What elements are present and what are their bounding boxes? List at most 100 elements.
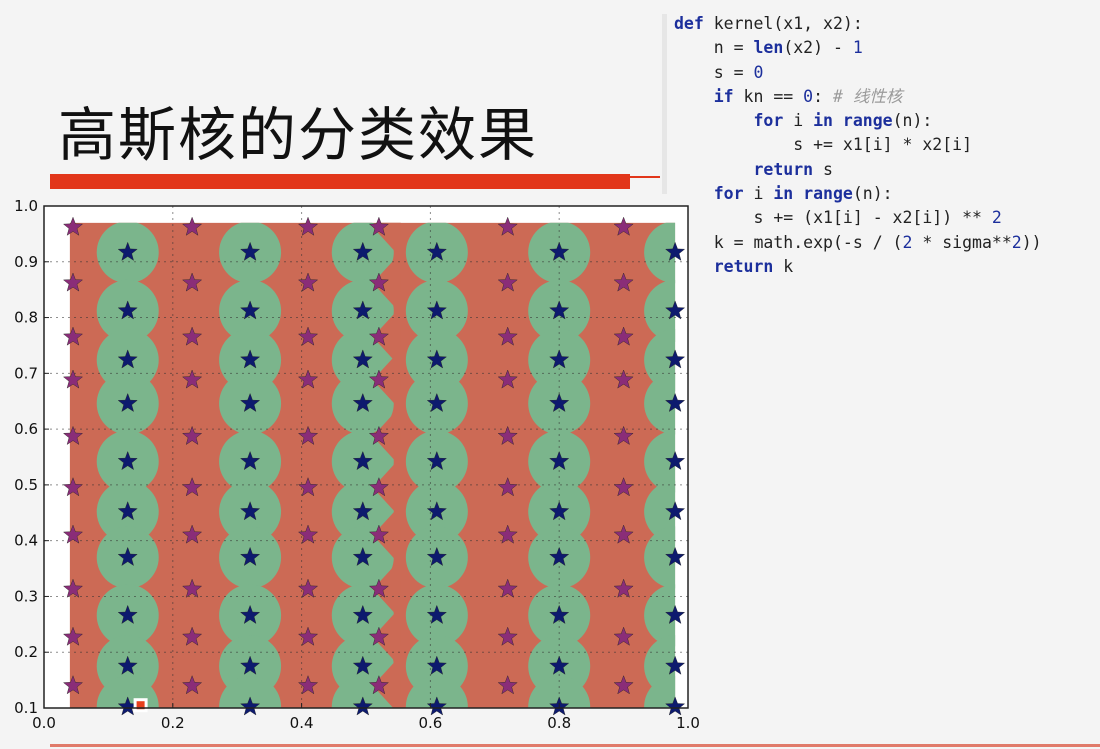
- code-token: 2: [991, 208, 1002, 228]
- y-tick-label: 0.2: [14, 643, 38, 661]
- star-marker-class-b: [368, 272, 389, 292]
- star-marker-class-a: [117, 349, 138, 369]
- star-marker-class-a: [240, 300, 261, 320]
- star-marker-class-b: [613, 578, 634, 598]
- star-marker-class-a: [117, 450, 138, 471]
- star-marker-class-a: [117, 241, 138, 261]
- y-tick-label: 1.0: [14, 197, 38, 215]
- region-notch: [372, 258, 401, 307]
- star-marker-class-a: [665, 241, 686, 261]
- region-clip-group: [69, 222, 676, 708]
- star-marker-class-b: [497, 369, 518, 389]
- star-marker-class-b: [182, 425, 203, 445]
- code-token: k = math.exp(-s / (: [713, 232, 903, 252]
- star-marker-class-a: [117, 546, 138, 566]
- x-tick-label: 0.6: [418, 714, 442, 732]
- star-marker-class-b: [368, 524, 389, 544]
- y-tick-label: 0.1: [14, 699, 38, 717]
- code-token: i: [743, 184, 774, 204]
- star-marker-class-a: [426, 604, 447, 624]
- code-token: def: [674, 14, 704, 33]
- star-marker-class-a: [352, 546, 373, 566]
- code-token: kernel(x1, x2):: [703, 14, 863, 33]
- star-marker-class-a: [352, 696, 373, 716]
- star-marker-class-a: [240, 241, 261, 261]
- star-marker-class-a: [352, 300, 373, 320]
- region-notch: [372, 613, 401, 662]
- axis-ticks: 0.0 0.2 0.4 0.6 0.8 1.0 0.1 0.2 0.3 0.4 0.5 0.6 0.7 0…: [14, 197, 700, 732]
- code-token: 1: [852, 38, 863, 58]
- code-gutter: [662, 14, 667, 194]
- star-marker-class-a: [117, 300, 138, 320]
- star-marker-class-b: [368, 326, 389, 346]
- star-marker-class-a: [665, 450, 686, 471]
- star-marker-class-a: [549, 604, 570, 624]
- y-tick-label: 0.8: [14, 309, 38, 327]
- circle-region: [219, 675, 282, 708]
- code-token: [833, 111, 843, 130]
- star-marker-class-b: [613, 477, 634, 497]
- star-marker-class-b: [497, 626, 518, 646]
- star-marker-class-b: [368, 216, 389, 236]
- code-line: s = 0: [674, 61, 1042, 85]
- star-marker-class-a: [426, 349, 447, 369]
- star-marker-class-b: [613, 326, 634, 346]
- star-marker-class-a: [240, 546, 261, 566]
- y-tick-label: 0.6: [14, 420, 38, 438]
- code-token: i: [783, 111, 814, 131]
- star-marker-class-b: [497, 524, 518, 544]
- circle-region: [644, 430, 676, 493]
- star-marker-class-b: [62, 675, 84, 695]
- region-notch: [372, 412, 401, 461]
- code-token: return: [753, 159, 814, 179]
- star-marker-class-b: [497, 216, 518, 236]
- region-notch: [372, 463, 401, 512]
- circle-region: [644, 480, 676, 543]
- star-marker-class-b: [62, 578, 84, 598]
- star-marker-class-b: [613, 369, 634, 389]
- star-marker-class-b: [368, 578, 389, 598]
- star-marker-class-a: [117, 655, 138, 675]
- code-token: s =: [713, 62, 754, 82]
- code-token: return: [713, 256, 774, 276]
- code-token: 2: [902, 232, 913, 252]
- circle-region: [644, 279, 676, 342]
- star-marker-class-b: [497, 272, 518, 292]
- circle-region: [644, 584, 676, 647]
- star-marker-class-a: [426, 655, 447, 675]
- code-token: in: [773, 184, 794, 204]
- star-marker-class-a: [240, 696, 261, 716]
- star-marker-class-b: [62, 477, 84, 497]
- slide-title: 高斯核的分类效果: [58, 101, 539, 169]
- star-marker-class-b: [297, 477, 319, 497]
- star-marker-class-a: [549, 501, 570, 521]
- star-marker-class-a: [352, 604, 373, 624]
- code-line: if kn == 0: # 线性核: [674, 85, 1042, 109]
- star-marker-class-b: [62, 524, 84, 544]
- star-marker-class-a: [426, 241, 447, 261]
- code-token: )): [1021, 232, 1042, 252]
- code-line: s += x1[i] * x2[i]: [674, 133, 1042, 157]
- code-token: kn ==: [733, 86, 804, 106]
- star-marker-class-b: [497, 477, 518, 497]
- star-marker-class-b: [613, 675, 634, 695]
- star-marker-class-a: [549, 655, 570, 675]
- star-marker-class-a: [549, 546, 570, 566]
- star-marker-class-a: [240, 655, 261, 675]
- x-tick-label: 0.4: [290, 714, 314, 732]
- code-line: s += (x1[i] - x2[i]) ** 2: [674, 206, 1042, 230]
- star-marker-class-b: [62, 216, 84, 236]
- star-marker-class-b: [497, 675, 518, 695]
- star-marker-class-b: [297, 524, 319, 544]
- star-marker-class-b: [368, 675, 389, 695]
- star-marker-class-b: [368, 477, 389, 497]
- plot-frame: [43, 205, 689, 709]
- star-marker-class-b: [297, 326, 319, 346]
- star-marker-class-a: [426, 392, 447, 412]
- code-token: range: [842, 111, 893, 131]
- code-token: 0: [803, 86, 814, 106]
- code-token: :: [813, 86, 833, 106]
- x-tick-label: 0.8: [547, 714, 571, 732]
- data-markers: [62, 216, 686, 716]
- star-marker-class-b: [182, 369, 203, 389]
